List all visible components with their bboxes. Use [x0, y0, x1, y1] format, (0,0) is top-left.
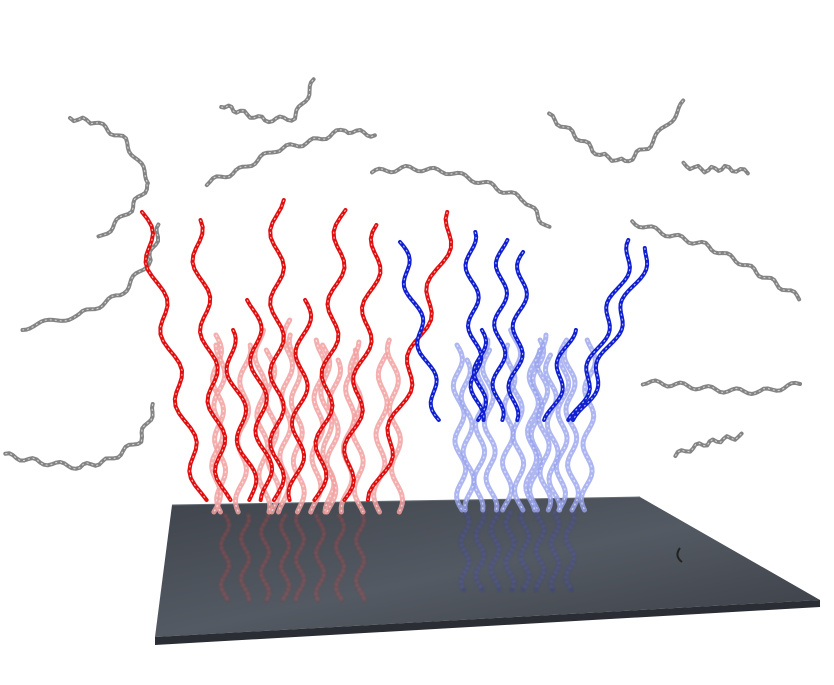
grafted-strands-foreground — [140, 198, 650, 502]
free-strand — [20, 222, 161, 332]
strand-right-reflection-highlight — [460, 511, 470, 591]
strand-right-faded-highlight — [536, 334, 552, 511]
strand-right-faded-highlight — [563, 349, 580, 511]
strand-right-faded — [450, 342, 469, 513]
free-strand — [370, 163, 552, 229]
strand-right-faded-highlight — [460, 359, 475, 511]
strand-right-foreground-highlight — [567, 239, 631, 421]
strand-left-reflection-highlight — [260, 514, 270, 601]
free-strand-highlight — [5, 403, 154, 470]
strand-left-foreground — [312, 208, 348, 502]
free-strand-highlight — [22, 224, 159, 331]
free-strand — [3, 402, 155, 471]
strand-right-foreground — [398, 240, 441, 422]
free-strand-highlight — [69, 116, 149, 237]
strand-right-faded-highlight — [509, 329, 525, 511]
strand-left-reflection-highlight — [280, 514, 290, 601]
strand-left-foreground — [190, 218, 233, 502]
strand-right-reflection-highlight — [505, 511, 515, 591]
strand-left-reflection-highlight — [315, 514, 325, 601]
strand-right-faded — [543, 352, 563, 513]
plate-reflections — [219, 510, 576, 602]
free-strand — [547, 98, 686, 164]
strand-right-faded-highlight — [580, 339, 597, 511]
free-strand-highlight — [631, 220, 800, 300]
strand-left-reflection-highlight — [295, 514, 305, 601]
strand-left-faded-highlight — [349, 341, 364, 513]
strand-right-foreground-highlight — [572, 247, 648, 421]
strand-right-reflection-highlight — [550, 511, 560, 591]
strand-right-faded-highlight — [525, 349, 541, 511]
strand-right-reflection-highlight — [490, 511, 500, 591]
strand-right-foreground-highlight — [507, 251, 528, 421]
strand-right-faded-highlight — [555, 339, 570, 511]
strand-left-faded-highlight — [372, 354, 388, 513]
substrate-plate — [155, 496, 820, 645]
strand-left-reflection-highlight — [355, 514, 365, 601]
strand-left-foreground-highlight — [246, 299, 273, 501]
free-strand — [673, 431, 744, 458]
free-strand-highlight — [221, 78, 315, 123]
strand-left-faded — [371, 352, 390, 515]
strand-left-foreground — [140, 210, 209, 502]
free-strand-highlight — [206, 129, 376, 186]
strand-right-reflection-highlight — [535, 511, 545, 591]
strand-left-faded-highlight — [277, 319, 294, 513]
strand-left-foreground — [268, 198, 286, 502]
free-strand-highlight — [642, 379, 801, 395]
free-strand-highlight — [548, 100, 684, 162]
strand-right-foreground-highlight — [473, 329, 487, 421]
strand-left-foreground-highlight — [367, 211, 452, 501]
strand-right-foreground — [490, 238, 510, 422]
strand-right-reflection-highlight — [520, 511, 530, 591]
strand-left-reflection-highlight — [335, 514, 345, 601]
free-strand-highlight — [674, 433, 742, 457]
free-strands-solution — [3, 77, 802, 471]
plate-adsorbed-fragment — [676, 547, 683, 563]
strand-left-foreground-highlight — [141, 211, 208, 501]
strand-right-foreground-highlight — [543, 329, 577, 421]
free-strand — [630, 219, 802, 302]
strand-left-foreground-highlight — [226, 329, 257, 501]
strand-right-foreground-highlight — [464, 231, 485, 421]
free-strand — [68, 115, 150, 239]
strand-left-reflection-highlight — [240, 514, 250, 601]
strand-right-reflection-highlight — [475, 511, 485, 591]
grafted-strands-background — [209, 317, 598, 515]
strand-left-foreground-highlight — [287, 299, 312, 501]
strand-left-foreground-highlight — [343, 224, 381, 501]
free-strand — [219, 77, 316, 125]
strand-left-faded-highlight — [326, 359, 342, 513]
strand-right-faded-highlight — [482, 349, 498, 511]
strand-left-faded-highlight — [386, 339, 404, 513]
free-strand-highlight — [683, 162, 749, 174]
strand-right-reflection-highlight — [565, 511, 575, 591]
free-strand — [204, 127, 377, 188]
strand-left-faded-highlight — [265, 349, 280, 513]
strand-left-reflection-highlight — [220, 514, 230, 601]
